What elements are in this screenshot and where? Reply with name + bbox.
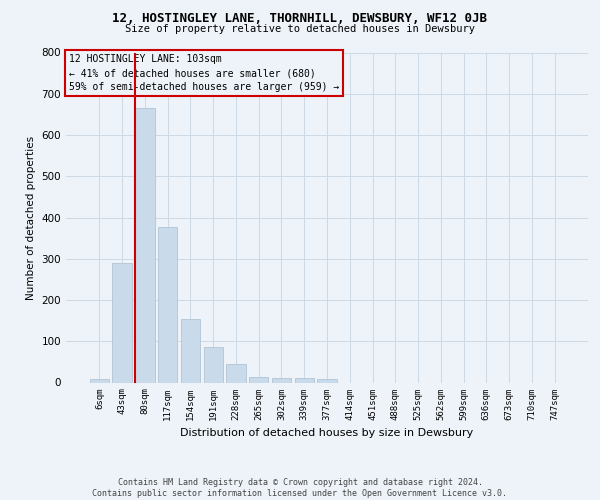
Text: 12 HOSTINGLEY LANE: 103sqm
← 41% of detached houses are smaller (680)
59% of sem: 12 HOSTINGLEY LANE: 103sqm ← 41% of deta…: [68, 54, 339, 92]
Bar: [181, 320, 200, 382]
Text: Size of property relative to detached houses in Dewsbury: Size of property relative to detached ho…: [125, 24, 475, 34]
Bar: [317, 379, 337, 382]
Bar: [135, 108, 155, 382]
Bar: [203, 346, 223, 382]
Bar: [272, 378, 291, 382]
Bar: [249, 376, 268, 382]
X-axis label: Distribution of detached houses by size in Dewsbury: Distribution of detached houses by size …: [181, 428, 473, 438]
Y-axis label: Number of detached properties: Number of detached properties: [26, 136, 36, 300]
Bar: [226, 364, 245, 382]
Bar: [295, 378, 314, 382]
Bar: [158, 226, 178, 382]
Bar: [112, 263, 132, 382]
Text: Contains HM Land Registry data © Crown copyright and database right 2024.
Contai: Contains HM Land Registry data © Crown c…: [92, 478, 508, 498]
Bar: [90, 379, 109, 382]
Text: 12, HOSTINGLEY LANE, THORNHILL, DEWSBURY, WF12 0JB: 12, HOSTINGLEY LANE, THORNHILL, DEWSBURY…: [113, 12, 487, 26]
